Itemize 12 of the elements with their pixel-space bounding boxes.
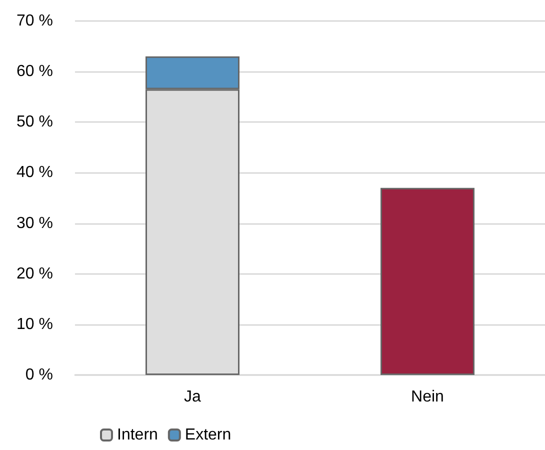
x-tick-label: Nein <box>411 388 444 406</box>
y-tick-label: 30 % <box>16 214 53 232</box>
x-tick-label: Ja <box>184 388 202 406</box>
y-tick-label: 60 % <box>16 63 53 80</box>
y-tick-label: 10 % <box>16 316 53 333</box>
y-tick-label: 20 % <box>16 265 53 282</box>
legend-label: Extern <box>184 426 232 444</box>
y-tick-label: 70 % <box>16 12 53 30</box>
legend-label: Intern <box>117 426 158 444</box>
y-tick-label: 0 % <box>25 366 53 384</box>
y-tick-label: 40 % <box>16 164 53 182</box>
y-tick-label: 50 % <box>16 114 53 131</box>
